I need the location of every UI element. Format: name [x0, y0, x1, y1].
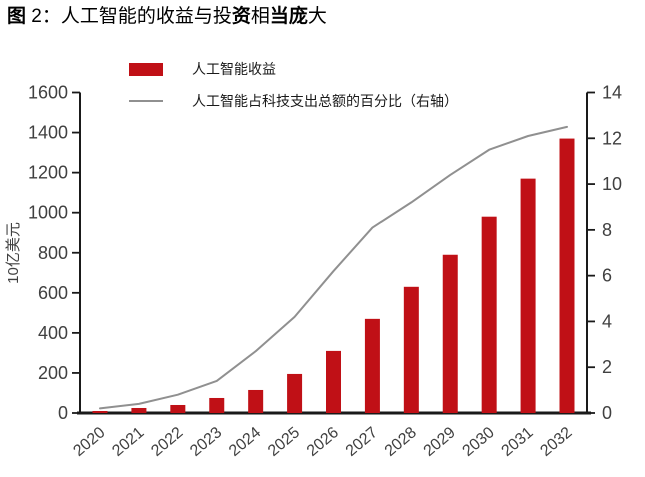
title-segment: 资	[231, 6, 251, 27]
left-axis-tick-label: 1000	[28, 203, 68, 223]
right-axis-tick-label: 6	[602, 266, 612, 286]
left-axis-title: 10亿美元	[5, 222, 22, 284]
legend-label-ai-share: 人工智能占科技支出总额的百分比（右轴）	[192, 93, 458, 109]
left-axis-tick-label: 600	[38, 283, 68, 303]
x-axis-label-2026: 2026	[304, 424, 342, 460]
right-axis-tick-label: 0	[602, 403, 612, 423]
bar-2025	[287, 373, 303, 413]
bar-2026	[326, 350, 341, 413]
x-axis-label-2022: 2022	[148, 424, 186, 460]
left-axis-tick-label: 1600	[28, 83, 68, 103]
left-axis-tick-label: 800	[38, 243, 68, 263]
bar-2023	[209, 397, 225, 413]
x-axis-label-2021: 2021	[109, 424, 147, 460]
x-axis-label-2030: 2030	[460, 424, 498, 460]
trend-line	[99, 125, 568, 410]
x-axis-label-2025: 2025	[265, 424, 303, 460]
left-axis-tick-label: 400	[38, 323, 68, 343]
right-axis-tick-label: 14	[602, 83, 622, 103]
chart-title: 图 2：人工智能的收益与投资相当庞大	[7, 5, 327, 29]
right-axis-tick-label: 8	[602, 220, 612, 240]
x-axis-label-2027: 2027	[343, 424, 381, 460]
bar-2030	[481, 216, 497, 413]
bar-2032	[559, 138, 575, 413]
left-axis-tick-label: 0	[58, 403, 68, 423]
title-segment: 当庞	[269, 6, 308, 27]
x-axis-label-2031: 2031	[498, 424, 536, 460]
legend-line-swatch-icon	[129, 100, 163, 102]
bar-2027	[364, 318, 380, 413]
left-axis-tick-label: 200	[38, 363, 68, 383]
bar-2031	[520, 178, 536, 413]
legend-label-ai-revenue: 人工智能收益	[192, 61, 276, 77]
legend-bar-swatch-icon	[129, 62, 163, 76]
legend-item-ai-revenue: 人工智能收益	[129, 57, 458, 81]
title-segment: 图	[7, 6, 27, 27]
x-axis-label-2020: 2020	[70, 424, 108, 460]
bar-2029	[442, 254, 458, 413]
left-axis-tick-label: 1200	[28, 163, 68, 183]
x-axis-label-2029: 2029	[421, 424, 459, 460]
title-segment: 2：人工智能的收益与投	[26, 6, 232, 27]
right-axis-tick-label: 4	[602, 311, 612, 331]
bar-2028	[403, 286, 419, 413]
title-segment: 相	[250, 6, 270, 27]
right-axis-tick-label: 10	[602, 174, 622, 194]
bar-2022	[170, 404, 186, 413]
bar-2024	[248, 389, 264, 413]
x-axis-label-2028: 2028	[382, 424, 420, 460]
x-axis-label-2023: 2023	[187, 424, 225, 460]
title-segment: 大	[307, 6, 327, 27]
left-axis-tick-label: 1400	[28, 123, 68, 143]
x-axis-label-2032: 2032	[537, 424, 575, 460]
x-axis-label-2024: 2024	[226, 424, 264, 460]
right-axis-tick-label: 2	[602, 357, 612, 377]
right-axis-tick-label: 12	[602, 128, 622, 148]
legend: 人工智能收益 人工智能占科技支出总额的百分比（右轴）	[129, 57, 458, 121]
bar-2021	[131, 407, 147, 413]
legend-item-ai-share: 人工智能占科技支出总额的百分比（右轴）	[129, 89, 458, 113]
bar-2020	[92, 410, 108, 413]
